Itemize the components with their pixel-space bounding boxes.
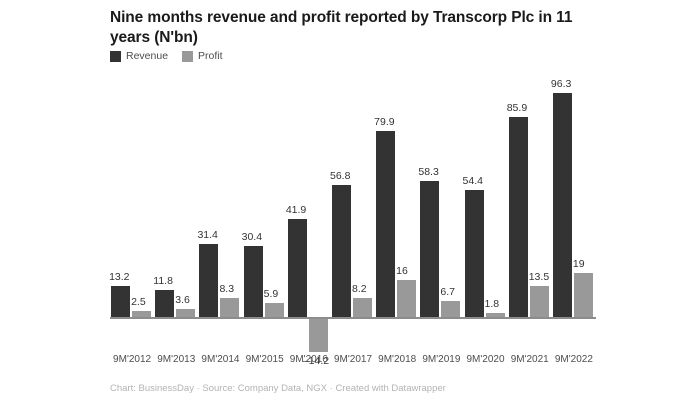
bar-profit[interactable] (529, 285, 549, 317)
value-label-profit: 3.6 (175, 293, 190, 306)
value-label-profit: 6.7 (440, 286, 455, 299)
page-title: Nine months revenue and profit reported … (110, 9, 573, 47)
x-axis-tick-label: 9M'2017 (333, 354, 373, 365)
bar-group: 30.4 5.9 (241, 70, 287, 320)
legend-item-profit[interactable]: Profit (182, 50, 223, 62)
x-axis-tick-label: 9M'2020 (466, 354, 505, 365)
bar-revenue[interactable] (287, 219, 307, 317)
bar-revenue[interactable] (199, 243, 219, 317)
legend-swatch-icon (182, 50, 194, 62)
value-label-revenue: 58.3 (418, 166, 439, 179)
bar-revenue[interactable] (552, 92, 572, 317)
value-label-profit: 13.5 (528, 270, 550, 283)
value-label-revenue: 30.4 (241, 231, 263, 244)
bar-profit[interactable] (397, 279, 417, 317)
x-axis: 9M'2012 9M'2013 9M'2014 9M'2015 9M'2016 9M'20… (110, 354, 596, 370)
bar-revenue[interactable] (420, 181, 440, 317)
zero-baseline (110, 317, 596, 319)
chart-credit: Chart: BusinessDay · Source: Company Dat… (110, 383, 446, 394)
bar-profit[interactable] (441, 301, 461, 317)
bar-group: 56.8 8.2 (330, 70, 375, 320)
bar-revenue[interactable] (243, 246, 263, 317)
value-label-revenue: 31.4 (197, 228, 218, 241)
bar-profit[interactable] (573, 272, 593, 317)
bar-revenue[interactable] (155, 289, 175, 317)
value-label-profit: 8.3 (219, 282, 235, 295)
bar-revenue[interactable] (508, 116, 528, 317)
x-axis-tick-label: 9M'2021 (510, 354, 549, 365)
bar-profit[interactable] (220, 297, 240, 317)
value-label-profit: 1.8 (484, 297, 500, 310)
legend-swatch-icon (110, 50, 121, 62)
x-axis-tick-label: 9M'2022 (554, 354, 593, 365)
chart-legend: Revenue Profit (110, 50, 223, 62)
bar-group: 79.9 16 (374, 70, 419, 320)
value-label-revenue: 13.2 (109, 271, 130, 284)
plot-area: 13.2 2.5 11.8 3.6 31.4 8.3 30.4 5.9 41.9 –14.2 56.… (109, 70, 596, 366)
value-label-revenue: 79.9 (374, 115, 395, 128)
x-axis-tick-label: 9M'2012 (113, 354, 152, 365)
value-label-profit: 16 (396, 264, 408, 277)
value-label-profit: –14.2 (302, 355, 330, 368)
bar-revenue[interactable] (464, 190, 484, 317)
x-axis-tick-label: 9M'2016 (289, 354, 328, 365)
x-axis-tick-label: 9M'2014 (201, 354, 240, 365)
bar-group: 96.3 19 (550, 70, 596, 320)
bar-group: 54.4 1.8 (462, 70, 508, 320)
bar-revenue[interactable] (111, 286, 131, 317)
value-label-profit: 19 (572, 257, 585, 270)
value-label-revenue: 96.3 (550, 77, 572, 90)
bar-group: 85.9 13.5 (506, 70, 552, 320)
bar-group: 11.8 3.6 (153, 70, 198, 320)
value-label-revenue: 41.9 (285, 204, 307, 217)
legend-label: Revenue (126, 50, 169, 62)
chart-header: Nine months revenue and profit reported … (110, 8, 590, 49)
bar-profit[interactable] (176, 308, 196, 317)
x-axis-tick-label: 9M'2018 (378, 354, 417, 365)
bar-group: 13.2 2.5 (109, 70, 154, 320)
x-axis-tick-label: 9M'2013 (157, 354, 196, 365)
value-label-revenue: 85.9 (506, 101, 528, 114)
x-axis-tick-label: 9M'2019 (422, 354, 461, 365)
bar-group: 41.9 –14.2 (285, 70, 331, 366)
bar-group: 31.4 8.3 (197, 70, 242, 320)
value-label-revenue: 54.4 (462, 175, 483, 188)
bar-group: 58.3 6.7 (418, 70, 463, 320)
bar-profit[interactable] (132, 311, 152, 317)
legend-label: Profit (198, 50, 223, 62)
bar-profit[interactable] (264, 303, 284, 317)
bar-revenue[interactable] (376, 130, 396, 317)
bar-profit[interactable] (308, 319, 328, 353)
value-label-profit: 2.5 (131, 296, 146, 309)
x-axis-tick-label: 9M'2015 (245, 354, 284, 365)
value-label-revenue: 11.8 (153, 274, 173, 287)
value-label-revenue: 56.8 (330, 169, 351, 182)
bar-revenue[interactable] (332, 184, 351, 317)
legend-item-revenue[interactable]: Revenue (110, 50, 168, 62)
value-label-profit: 8.2 (352, 282, 367, 295)
value-label-profit: 5.9 (263, 288, 279, 301)
bar-profit[interactable] (485, 312, 505, 317)
bar-profit[interactable] (353, 297, 372, 317)
